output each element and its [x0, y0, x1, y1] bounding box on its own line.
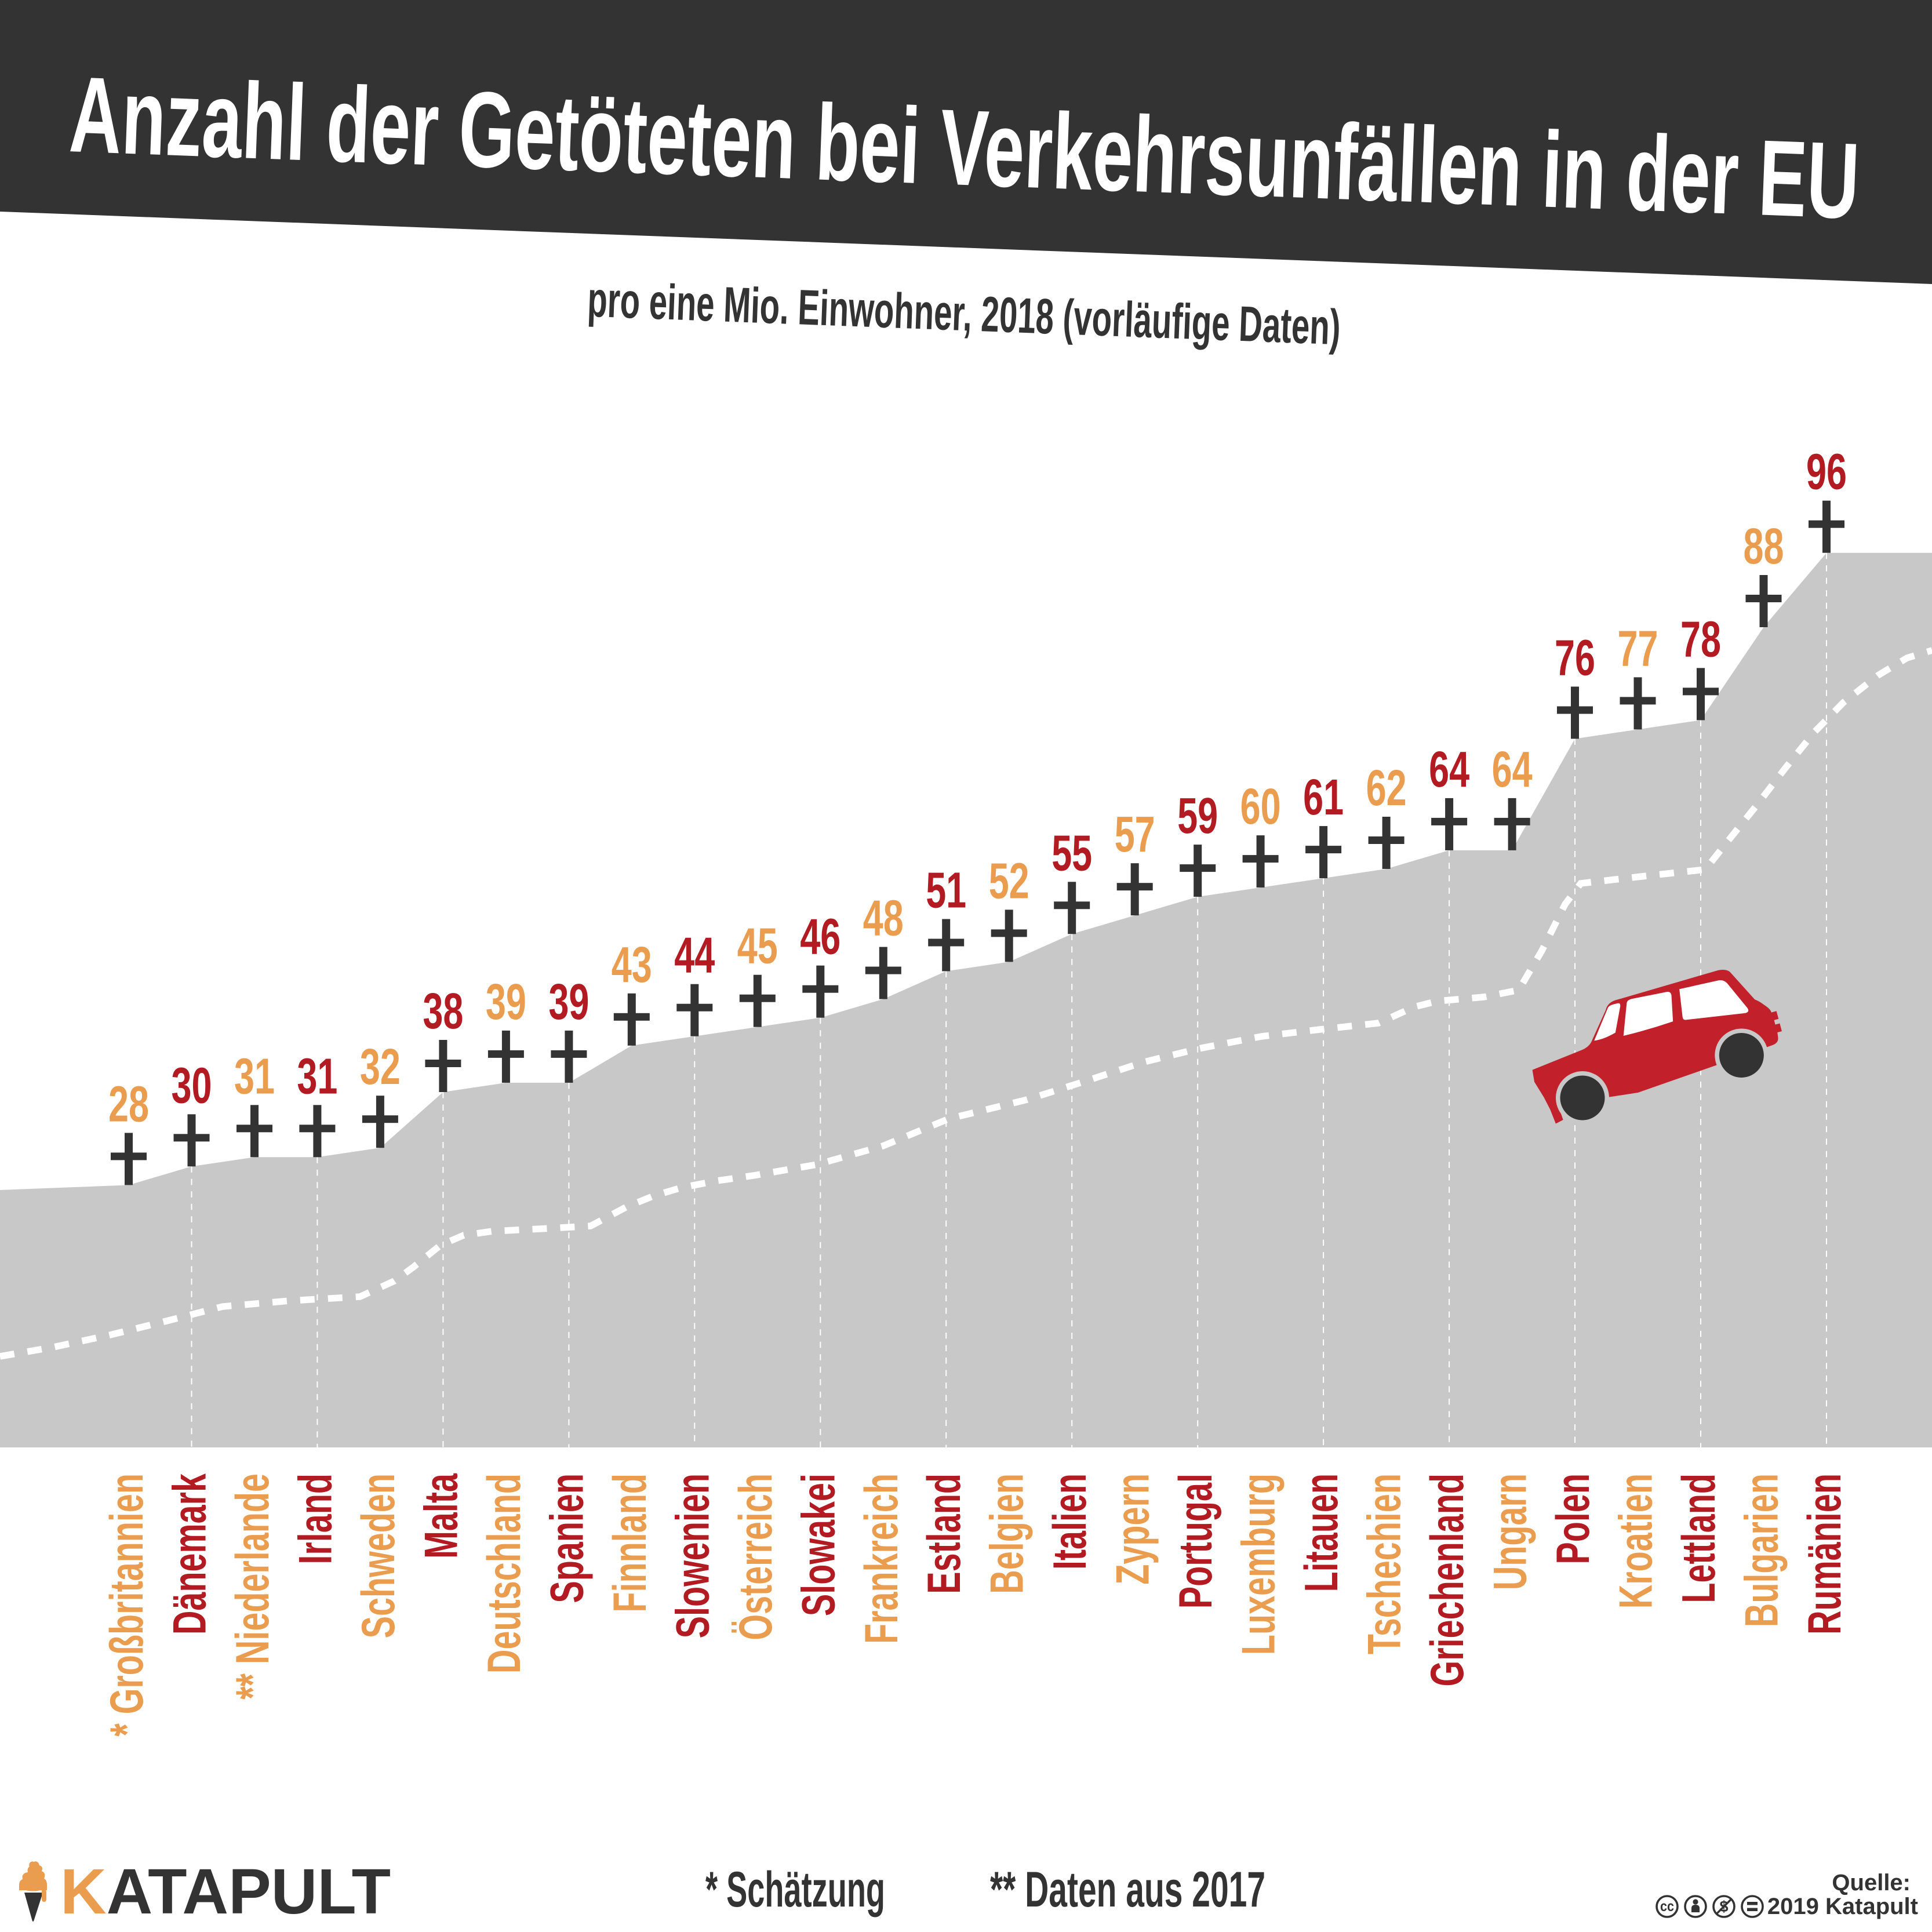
svg-text:Finnland: Finnland [603, 1473, 656, 1613]
svg-text:* Schätzung: * Schätzung [705, 1862, 885, 1918]
svg-text:Griechenland: Griechenland [1420, 1473, 1473, 1686]
svg-text:Estland: Estland [917, 1473, 970, 1594]
svg-text:KATAPULT: KATAPULT [60, 1856, 391, 1927]
svg-text:Malta: Malta [414, 1473, 467, 1559]
svg-text:cc: cc [1660, 1898, 1674, 1915]
svg-text:88: 88 [1744, 518, 1784, 574]
svg-text:* Großbritannien: * Großbritannien [100, 1473, 152, 1737]
svg-text:43: 43 [612, 937, 652, 993]
svg-text:64: 64 [1429, 741, 1469, 798]
svg-text:78: 78 [1680, 611, 1721, 667]
svg-text:Österreich: Österreich [729, 1473, 781, 1640]
svg-text:Lettland: Lettland [1672, 1473, 1724, 1603]
svg-text:Spanien: Spanien [540, 1473, 593, 1603]
svg-text:48: 48 [863, 890, 904, 947]
svg-text:Deutschland: Deutschland [477, 1473, 530, 1673]
svg-text:2019 Katapult: 2019 Katapult [1767, 1894, 1918, 1919]
svg-text:51: 51 [926, 863, 966, 919]
svg-text:30: 30 [172, 1057, 212, 1114]
svg-text:Portugal: Portugal [1169, 1473, 1221, 1609]
svg-text:39: 39 [548, 974, 589, 1030]
svg-text:Tschechien: Tschechien [1358, 1473, 1410, 1654]
svg-text:Polen: Polen [1546, 1473, 1599, 1564]
svg-text:60: 60 [1240, 778, 1281, 835]
svg-text:31: 31 [234, 1048, 275, 1104]
svg-text:Luxemburg: Luxemburg [1232, 1473, 1285, 1655]
svg-text:62: 62 [1366, 760, 1407, 816]
svg-text:45: 45 [737, 918, 778, 974]
svg-text:Rumänien: Rumänien [1798, 1473, 1850, 1635]
svg-text:Frankreich: Frankreich [854, 1473, 907, 1644]
svg-text:39: 39 [486, 974, 526, 1030]
svg-text:57: 57 [1115, 806, 1155, 863]
svg-text:64: 64 [1492, 741, 1533, 798]
svg-text:Schweden: Schweden [351, 1473, 404, 1638]
svg-text:Irland: Irland [289, 1473, 341, 1564]
svg-text:31: 31 [297, 1048, 337, 1104]
svg-text:Slowenien: Slowenien [666, 1473, 719, 1638]
svg-text:Slowakei: Slowakei [792, 1473, 845, 1616]
svg-text:28: 28 [108, 1076, 149, 1132]
svg-text:Litauen: Litauen [1294, 1473, 1347, 1592]
svg-text:** Niederlande: ** Niederlande [225, 1473, 278, 1700]
svg-text:Quelle:: Quelle: [1832, 1870, 1911, 1895]
svg-text:77: 77 [1618, 620, 1658, 676]
svg-text:55: 55 [1051, 825, 1092, 881]
svg-text:Zypern: Zypern [1106, 1473, 1159, 1585]
svg-text:61: 61 [1303, 769, 1344, 825]
svg-text:Bulgarien: Bulgarien [1735, 1473, 1788, 1627]
svg-text:32: 32 [360, 1039, 401, 1095]
svg-text:Ungarn: Ungarn [1483, 1473, 1536, 1590]
svg-text:38: 38 [423, 983, 463, 1039]
svg-text:96: 96 [1806, 444, 1847, 500]
svg-text:76: 76 [1555, 630, 1595, 686]
svg-text:46: 46 [800, 909, 841, 965]
svg-text:59: 59 [1177, 788, 1218, 844]
svg-text:Belgien: Belgien [980, 1473, 1033, 1594]
svg-text:52: 52 [989, 853, 1029, 909]
svg-text:Dänemark: Dänemark [163, 1473, 216, 1635]
svg-text:Italien: Italien [1043, 1473, 1096, 1570]
svg-text:44: 44 [674, 927, 715, 984]
svg-text:** Daten aus 2017: ** Daten aus 2017 [990, 1862, 1265, 1918]
svg-text:Kroatien: Kroatien [1609, 1473, 1662, 1609]
